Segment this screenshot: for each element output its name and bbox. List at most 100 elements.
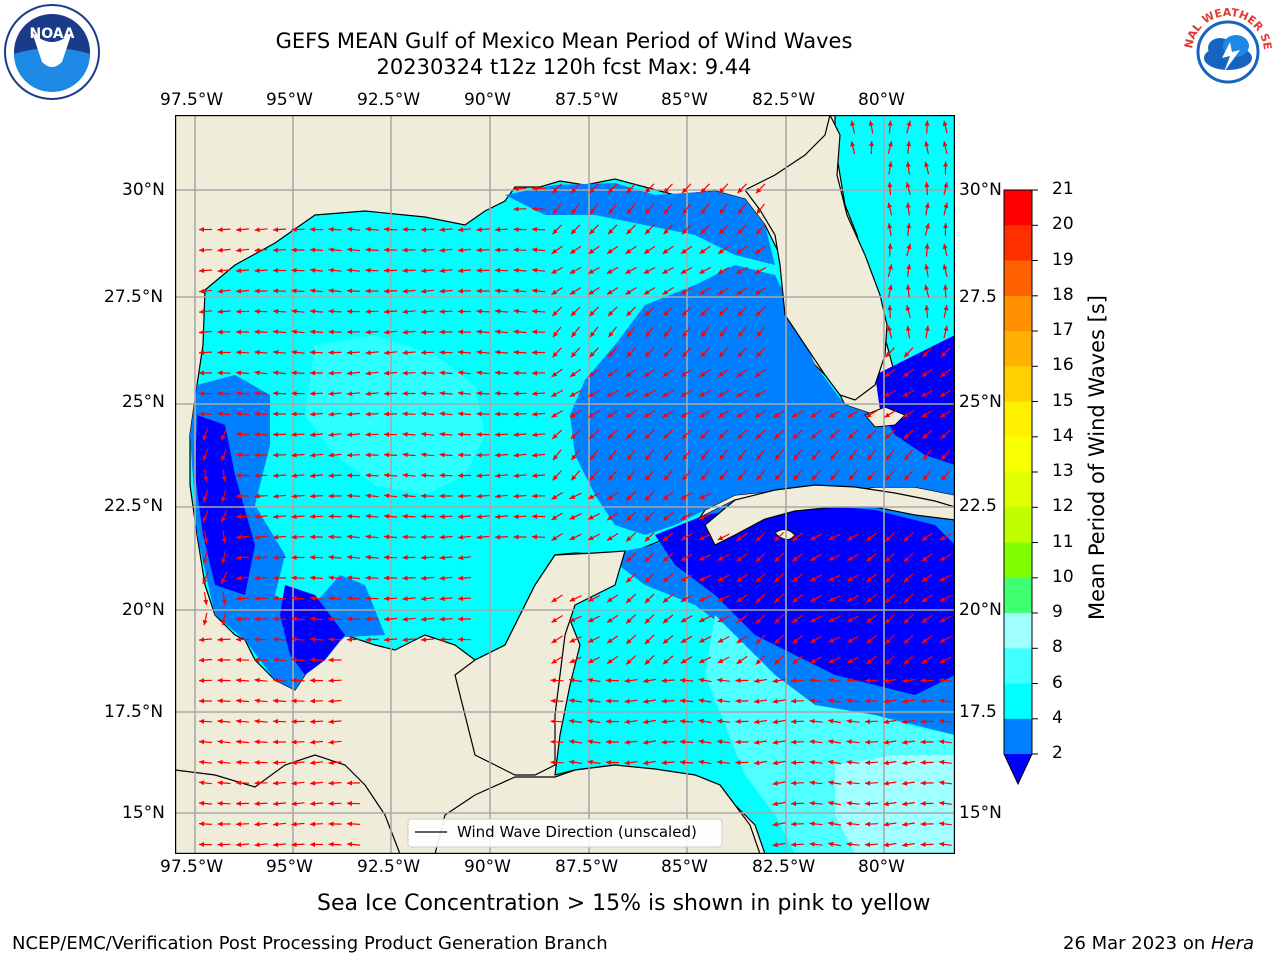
wave-direction-arrowhead <box>402 575 408 581</box>
wave-direction-arrowhead <box>663 659 669 665</box>
wave-direction-arrowhead <box>719 475 725 481</box>
wave-direction-arrowhead <box>221 476 227 482</box>
lon-label-bottom: 90°W <box>464 857 511 877</box>
wave-direction-arrowhead <box>421 555 427 561</box>
wave-direction-arrowhead <box>439 616 445 622</box>
wave-direction-arrowhead <box>347 473 352 478</box>
wave-direction-arrowhead <box>328 308 334 314</box>
wave-direction-arrowhead <box>458 473 463 478</box>
wave-direction-arrowhead <box>680 617 687 623</box>
wave-direction-arrowhead <box>202 578 208 584</box>
wave-direction-arrowhead <box>221 455 226 462</box>
wave-direction-arrowhead <box>532 226 538 232</box>
wave-direction-arrowhead <box>887 202 892 209</box>
map-gridlines <box>175 115 955 854</box>
wave-direction-arrowhead <box>792 658 798 664</box>
wave-direction-arrowhead <box>347 616 353 622</box>
wave-direction-arrowhead <box>902 719 908 725</box>
wave-direction-arrowhead <box>291 821 297 827</box>
wave-direction-arrowhead <box>199 288 205 294</box>
wave-direction-arrowhead <box>866 617 872 623</box>
wave-direction-arrowhead <box>607 371 613 377</box>
wave-direction-arrowhead <box>328 329 334 335</box>
map-frame <box>174 114 956 855</box>
wave-direction-arrowhead <box>791 739 797 745</box>
wave-direction-arrowhead <box>421 534 427 540</box>
wave-direction-arrowhead <box>236 555 242 561</box>
wave-direction-arrowhead <box>606 698 612 704</box>
wave-direction-arrowhead <box>885 597 891 603</box>
wave-direction-arrowhead <box>663 351 669 358</box>
wave-direction-arrowhead <box>236 452 242 458</box>
wave-direction-arrowhead <box>217 370 223 376</box>
wave-direction-arrowhead <box>587 718 593 724</box>
wave-direction-arrowhead <box>495 267 501 273</box>
wave-direction-arrowhead <box>738 331 743 338</box>
colorbar-segment <box>1004 331 1032 367</box>
wave-direction-arrowhead <box>421 637 427 643</box>
wave-direction-arrowhead <box>680 718 686 724</box>
wave-direction-arrowhead <box>850 141 856 147</box>
wave-direction-arrowhead <box>254 288 260 294</box>
wave-direction-arrowhead <box>921 576 928 582</box>
wave-direction-arrowhead <box>906 264 912 270</box>
wave-direction-arrowhead <box>924 325 930 331</box>
colorbar <box>1000 186 1040 786</box>
colorbar-tick-label: 4 <box>1052 707 1063 728</box>
wave-direction-arrowhead <box>202 455 208 462</box>
wave-direction-arrowhead <box>756 187 762 194</box>
period-band-8-9 <box>835 755 955 854</box>
wave-direction-arrowhead <box>569 759 575 765</box>
wave-direction-arrowhead <box>199 637 205 643</box>
wave-direction-arrowhead <box>625 269 631 274</box>
wave-direction-arrowhead <box>774 597 780 603</box>
wave-direction-arrowhead <box>735 678 741 683</box>
wave-direction-arrowhead <box>254 473 260 479</box>
wave-direction-arrowhead <box>551 597 558 602</box>
wave-direction-arrowhead <box>236 514 242 520</box>
wave-direction-arrowhead <box>846 841 852 847</box>
wave-direction-arrowhead <box>866 576 872 582</box>
colorbar-label: Mean Period of Wind Waves [s] <box>1085 295 1109 620</box>
florida-land <box>744 115 888 401</box>
wave-direction-arrowhead <box>921 371 928 377</box>
period-band-2-4 <box>570 265 955 535</box>
wave-direction-arrowhead <box>887 182 893 188</box>
wave-direction-arrowhead <box>273 308 279 314</box>
wave-direction-arrowhead <box>273 698 279 704</box>
wave-direction-arrowhead <box>310 678 315 683</box>
wave-direction-arrowhead <box>310 473 316 479</box>
wave-direction-arrowhead <box>846 821 852 827</box>
wave-direction-arrowhead <box>384 391 390 397</box>
wave-direction-arrowhead <box>943 161 948 167</box>
wave-direction-arrowhead <box>939 780 945 786</box>
wave-direction-arrowhead <box>588 248 595 254</box>
wave-direction-arrowhead <box>717 269 724 274</box>
nws-logo: NATIONAL WEATHER SERVICE <box>1173 0 1278 102</box>
wave-direction-arrowhead <box>643 719 649 725</box>
chart-title: GEFS MEAN Gulf of Mexico Mean Period of … <box>275 29 853 53</box>
wave-direction-arrowhead <box>199 739 205 745</box>
wave-direction-arrowhead <box>439 637 445 642</box>
wave-direction-arrowhead <box>458 288 464 294</box>
wave-direction-arrowhead <box>608 228 614 235</box>
wave-direction-arrowhead <box>680 576 687 582</box>
wave-direction-arrowhead <box>273 760 279 766</box>
wave-direction-arrowhead <box>772 719 778 725</box>
wave-direction-arrowhead <box>254 677 260 683</box>
wave-direction-arrowhead <box>608 351 614 358</box>
wave-direction-arrowhead <box>291 739 297 745</box>
wave-direction-arrowhead <box>571 351 577 358</box>
wave-direction-arrowhead <box>476 247 482 253</box>
wave-direction-arrowhead <box>254 514 260 520</box>
wave-direction-arrowhead <box>254 329 260 335</box>
wave-direction-arrowhead <box>644 433 651 439</box>
wave-direction-arrowhead <box>551 617 558 623</box>
wave-direction-arrowhead <box>310 636 316 642</box>
wave-direction-arrowhead <box>606 678 612 683</box>
wave-direction-arrowhead <box>236 759 242 765</box>
wave-direction-arrowhead <box>328 391 334 397</box>
wave-direction-arrowhead <box>291 555 297 560</box>
wave-direction-arrowhead <box>551 515 558 520</box>
wave-direction-arrowhead <box>570 289 576 295</box>
